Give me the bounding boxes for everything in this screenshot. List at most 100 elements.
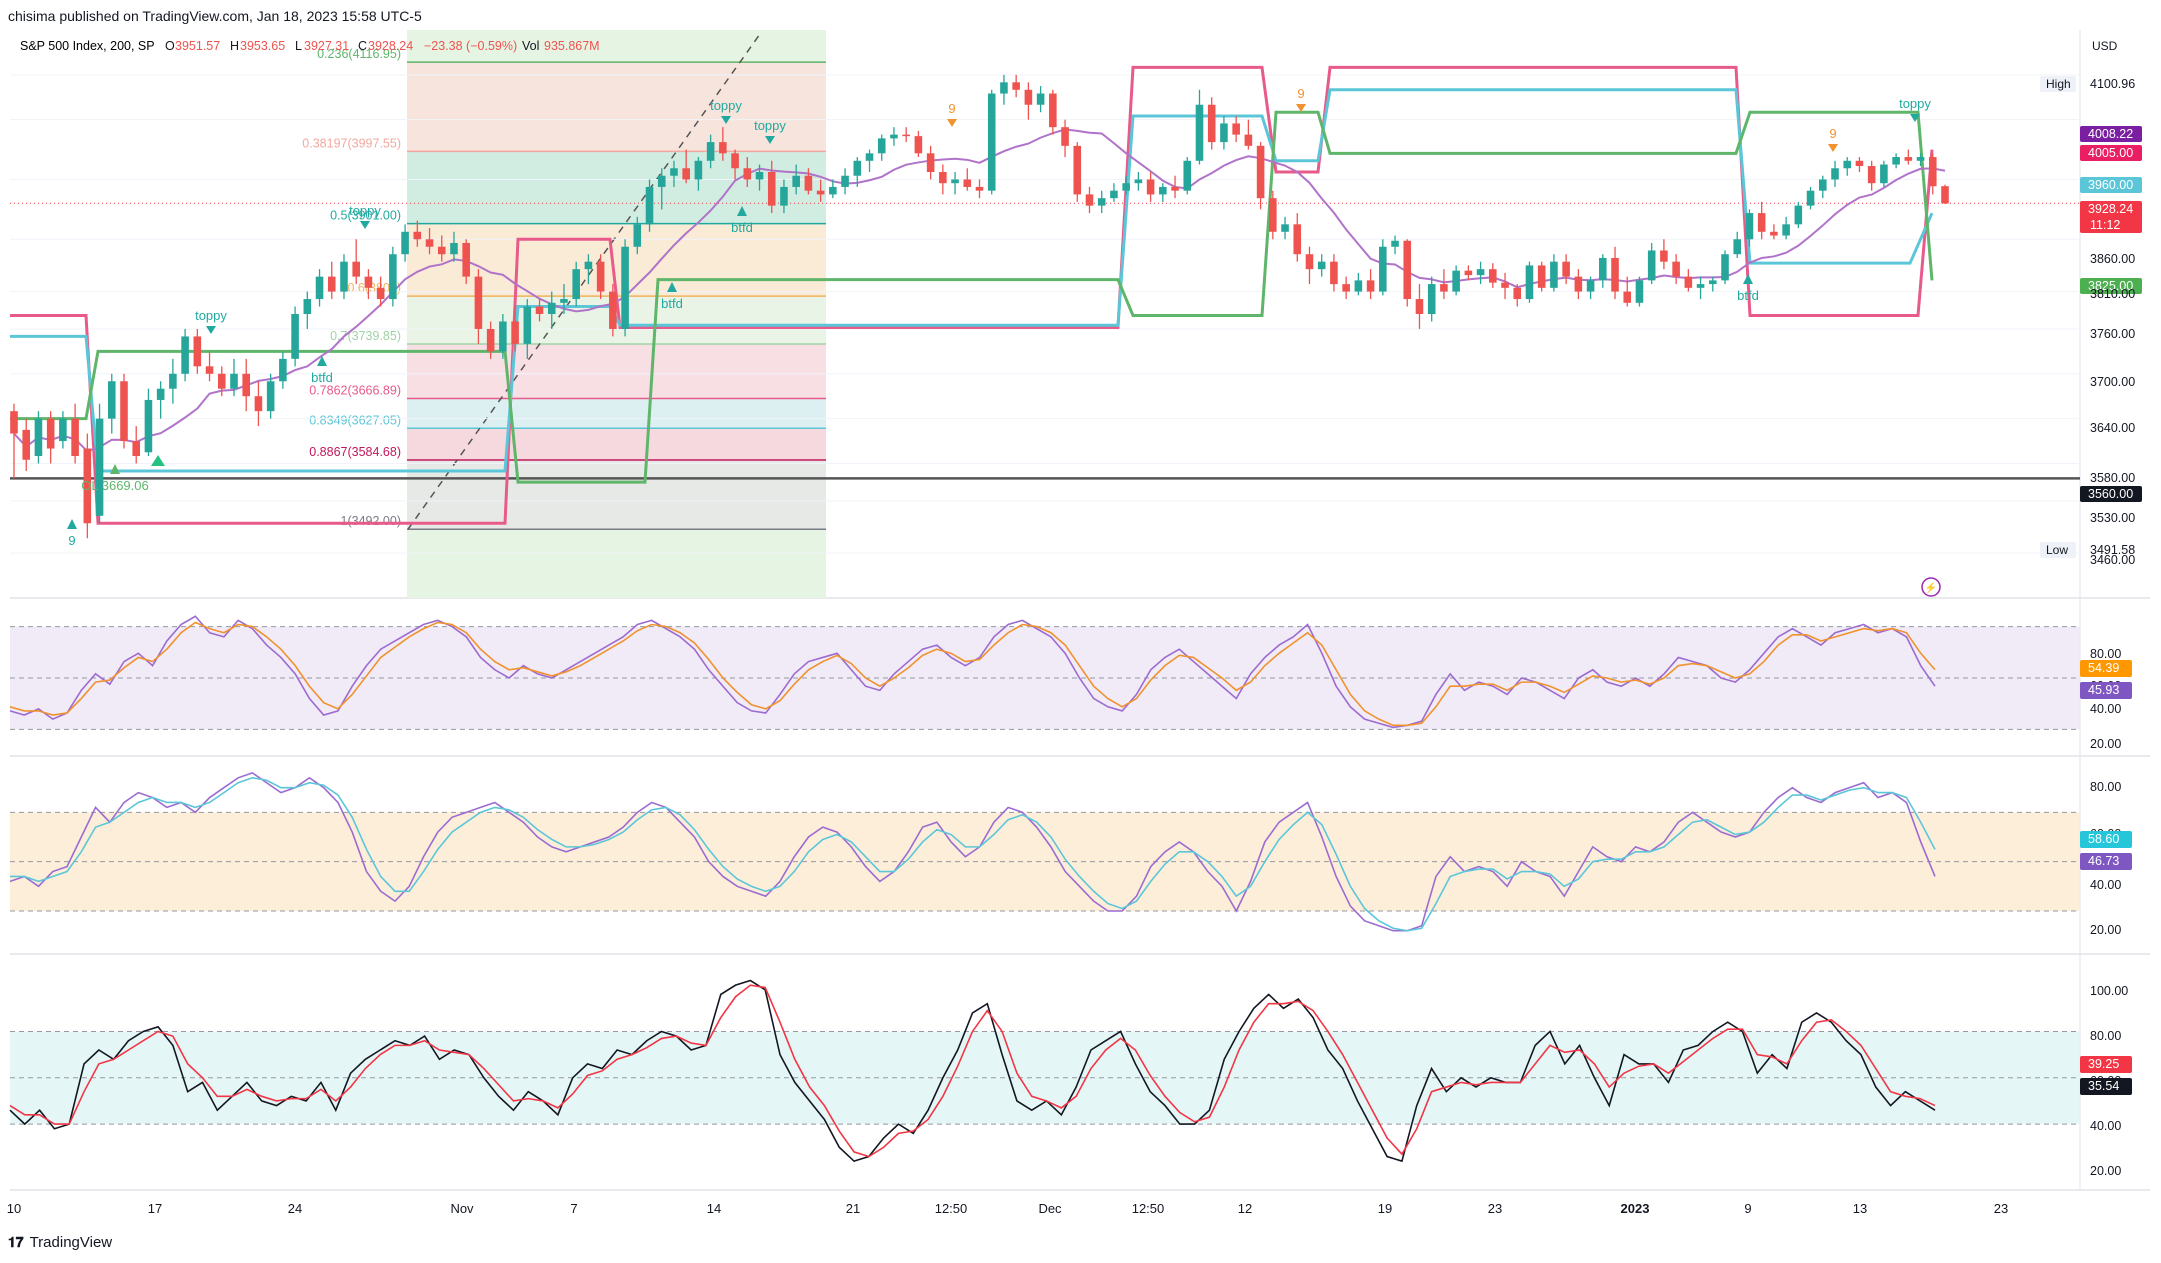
candle-body xyxy=(499,321,507,352)
candle-body xyxy=(315,276,324,300)
candle-body xyxy=(755,172,764,180)
candle-body xyxy=(767,172,776,206)
extreme-name: Low xyxy=(2046,543,2068,557)
oscillator-value: 54.39 xyxy=(2088,661,2119,675)
candle-body xyxy=(193,336,202,367)
candle-body xyxy=(792,175,800,187)
tradingview-footer[interactable]: 𝟏𝟕 TradingView xyxy=(8,1234,112,1251)
candle-body xyxy=(230,373,238,389)
candle-body xyxy=(706,142,715,161)
signal-label: btfd xyxy=(311,370,333,385)
candle-body xyxy=(694,160,703,180)
axis-tick-label: 3700.00 xyxy=(2090,375,2135,389)
oscillator-line xyxy=(9,979,1936,1163)
envelope-lower-green xyxy=(10,110,1934,484)
oscillator-value-tag xyxy=(2080,853,2132,870)
candle-body xyxy=(364,276,373,288)
extreme-tag xyxy=(2040,542,2076,558)
candle-body xyxy=(1880,164,1888,184)
axis-tick-label: 3640.00 xyxy=(2090,421,2135,435)
price-axis[interactable]: USD 4100.96 4008.22 4005.00 3960.00 3928.24 38… xyxy=(2040,39,2142,567)
candle-body xyxy=(376,287,385,300)
candle-body xyxy=(523,306,532,344)
candle-body xyxy=(217,373,226,389)
tradingview-logo-text: TradingView xyxy=(29,1234,113,1251)
candle-body xyxy=(1000,82,1008,94)
signal-arrow-icon xyxy=(317,356,327,366)
signal-label: btfd xyxy=(1737,288,1759,303)
oscillator-value: 46.73 xyxy=(2088,854,2119,868)
candle-body xyxy=(1513,287,1522,300)
price-tag-value: 3560.00 xyxy=(2088,487,2133,501)
price-tag-value: 3960.00 xyxy=(2088,178,2133,192)
candle-body xyxy=(1391,240,1399,247)
price-tag-value: 3928.24 xyxy=(2088,202,2133,216)
oscillator-tick-label: 40.00 xyxy=(2090,1119,2121,1133)
time-tick-label: 23 xyxy=(1994,1201,2008,1216)
time-tick-label: 12:50 xyxy=(935,1201,968,1216)
legend-close-label: C xyxy=(358,39,367,53)
candle-body xyxy=(1379,246,1387,292)
candle-body xyxy=(1855,160,1864,167)
candle-body xyxy=(169,373,177,389)
axis-tick-label: 3760.00 xyxy=(2090,327,2135,341)
candle-body xyxy=(1635,280,1644,303)
moving-average xyxy=(13,128,1946,453)
candle-body xyxy=(670,168,678,176)
candle-body xyxy=(1745,213,1754,240)
candle-body xyxy=(719,142,727,154)
candle-body xyxy=(1207,104,1216,143)
candle-body xyxy=(1586,280,1595,292)
candle-body xyxy=(1562,261,1570,277)
candle-body xyxy=(1183,160,1192,191)
signal-arrow-icon xyxy=(721,116,731,124)
candle-body xyxy=(34,418,43,456)
candle-body xyxy=(1818,179,1827,191)
candle-body xyxy=(1024,89,1033,105)
time-tick-label: 2023 xyxy=(1621,1201,1650,1216)
time-tick-label: 19 xyxy=(1378,1201,1392,1216)
candle-body xyxy=(132,441,141,456)
oscillator-line xyxy=(10,776,1936,932)
candle-body xyxy=(1537,265,1546,288)
candle-body xyxy=(291,314,299,359)
axis-tick-label: 3860.00 xyxy=(2090,252,2135,266)
candle-body xyxy=(829,186,837,195)
price-tag xyxy=(2080,201,2142,233)
time-tick-label: 9 xyxy=(1744,1201,1751,1216)
candle-body xyxy=(1073,145,1082,195)
candle-body xyxy=(584,261,593,270)
candle-body xyxy=(1049,93,1057,128)
price-tag xyxy=(2080,145,2142,161)
candlestick-series[interactable] xyxy=(10,74,1949,539)
candle-body xyxy=(1574,276,1583,292)
oscillator-value-tag xyxy=(2080,831,2132,848)
fib-level-label: 0.5(3901.00) xyxy=(330,209,401,223)
time-axis[interactable]: 10 17 24 Nov 7 14 21 12:50 Dec 12:50 12 19 23 2023 9 13… xyxy=(7,1201,2008,1216)
candle-body xyxy=(1171,186,1179,191)
candle-body xyxy=(1757,213,1766,232)
candle-body xyxy=(279,358,287,382)
oscillator-value-tag xyxy=(2080,660,2132,677)
grid xyxy=(10,74,2080,554)
candle-body xyxy=(1097,198,1106,206)
signal-arrow-icon xyxy=(737,206,747,216)
candle-body xyxy=(1085,194,1094,206)
fib-level-label: 1(3492.00) xyxy=(341,514,401,528)
legend-high: 3953.65 xyxy=(240,39,285,53)
candle-body xyxy=(1293,224,1302,255)
candle-body xyxy=(486,328,495,352)
candle-body xyxy=(46,418,55,449)
oscillator-panes[interactable]: 80.0060.0040.0020.0054.3945.9380.0060.00… xyxy=(9,615,2132,1178)
time-tick-label: Nov xyxy=(450,1201,474,1216)
axis-tick-label: 3810.00 xyxy=(2090,287,2135,301)
candle-body xyxy=(1464,270,1473,276)
candle-body xyxy=(1892,157,1900,165)
candle-body xyxy=(1672,261,1680,277)
extreme-name: High xyxy=(2046,77,2071,91)
candle-body xyxy=(340,261,348,292)
candle-body xyxy=(535,306,544,314)
fib-band xyxy=(407,62,826,152)
oscillator-value-tag xyxy=(2080,1078,2132,1095)
